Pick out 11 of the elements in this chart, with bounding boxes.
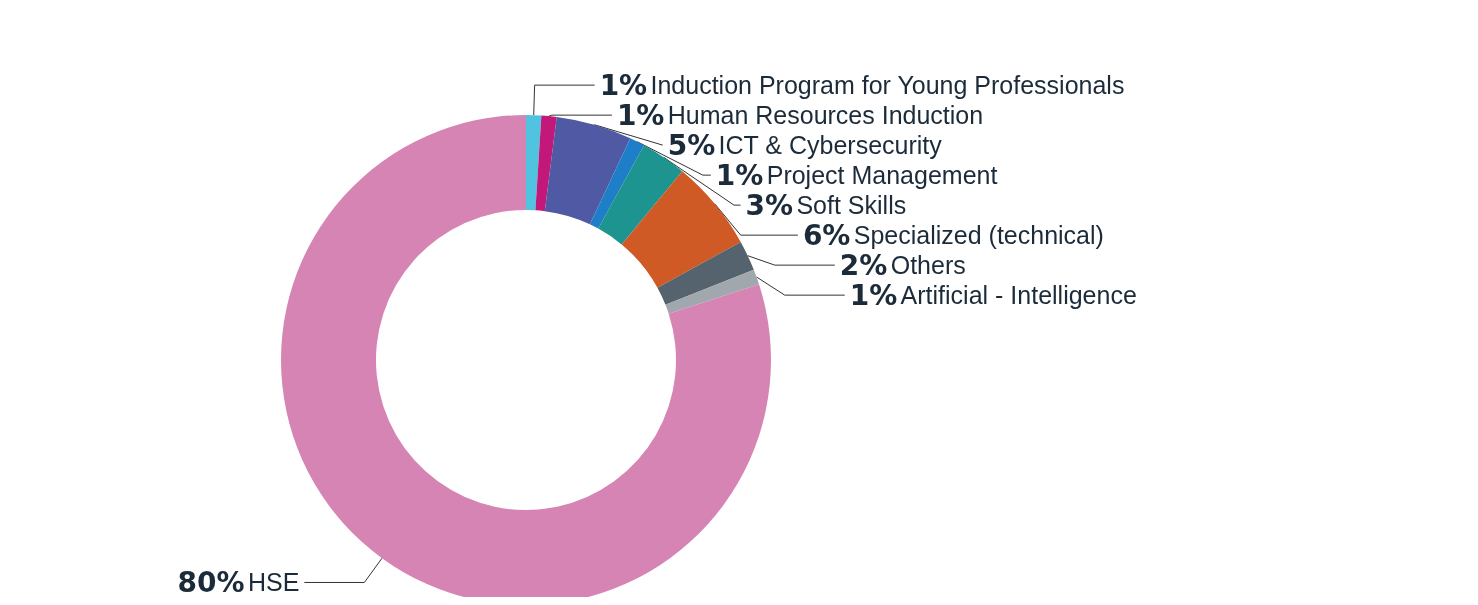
slice-label: ICT & Cybersecurity xyxy=(718,131,943,160)
data-label: 5% xyxy=(667,128,716,162)
slice-label: Project Management xyxy=(766,161,998,190)
data-label: 80% xyxy=(177,565,245,599)
slice-label: Human Resources Induction xyxy=(667,101,984,130)
slice-label: Soft Skills xyxy=(796,191,907,220)
slice-label: Others xyxy=(890,251,966,280)
slice-label: HSE xyxy=(247,568,300,597)
slice-label: Artificial - Intelligence xyxy=(900,281,1137,310)
slice-label: Induction Program for Young Professionals xyxy=(650,71,1125,100)
slice-label: Specialized (technical) xyxy=(853,221,1104,250)
